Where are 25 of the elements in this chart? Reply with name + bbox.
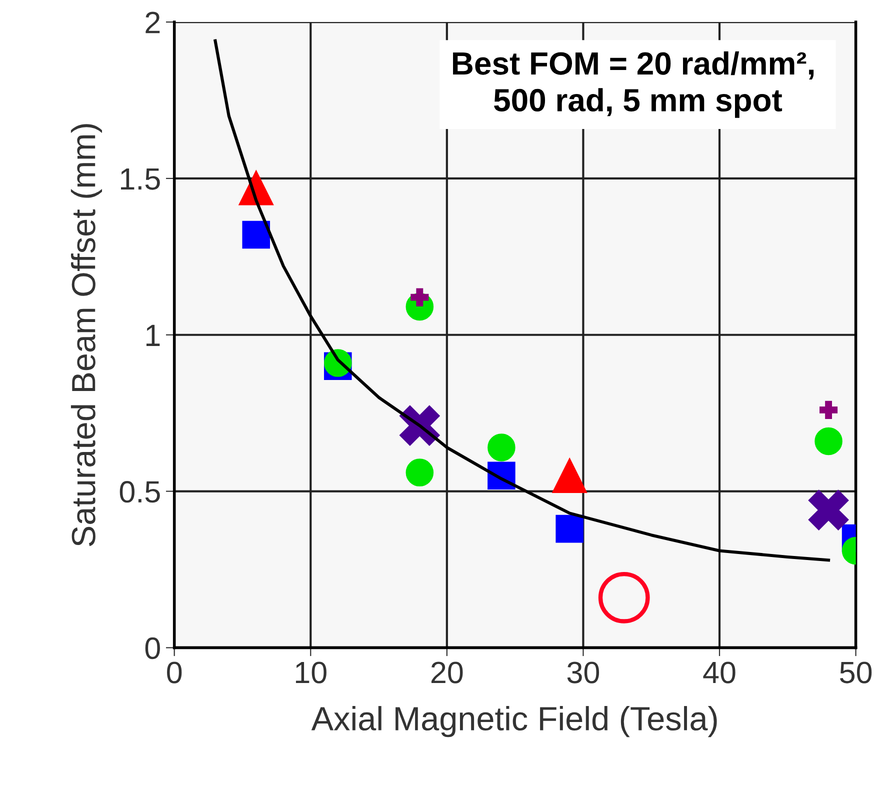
y-tick-label: 2 — [146, 12, 160, 34]
point — [410, 288, 429, 306]
point — [814, 427, 842, 456]
y-tick-label: 0.5 — [120, 481, 160, 503]
x-tick-label: 40 — [703, 662, 736, 684]
x-tick-label: 10 — [296, 662, 326, 684]
y-tick-label: 0 — [145, 637, 160, 660]
x-tick-label: 0 — [167, 662, 182, 684]
x-tick-label: 20 — [431, 662, 463, 684]
point — [552, 458, 587, 494]
y-axis-title: Saturated Beam Offset (mm) — [70, 124, 102, 546]
line-series — [214, 39, 830, 562]
x-axis-title: Axial Magnetic Field (Tesla) — [311, 706, 717, 738]
x-tick-label: 50 — [840, 662, 872, 684]
point — [488, 434, 516, 462]
point — [406, 458, 434, 486]
point — [242, 220, 270, 249]
point — [556, 514, 584, 543]
y-tick-label: 1.5 — [121, 168, 160, 190]
x-tick-label: 30 — [567, 662, 600, 684]
annotation: Best FOM = 20 rad/mm², 500 rad, 5 mm spot — [453, 51, 814, 118]
point — [598, 572, 650, 624]
y-tick-label: 1 — [146, 324, 160, 346]
point — [820, 400, 838, 419]
point — [808, 490, 849, 530]
